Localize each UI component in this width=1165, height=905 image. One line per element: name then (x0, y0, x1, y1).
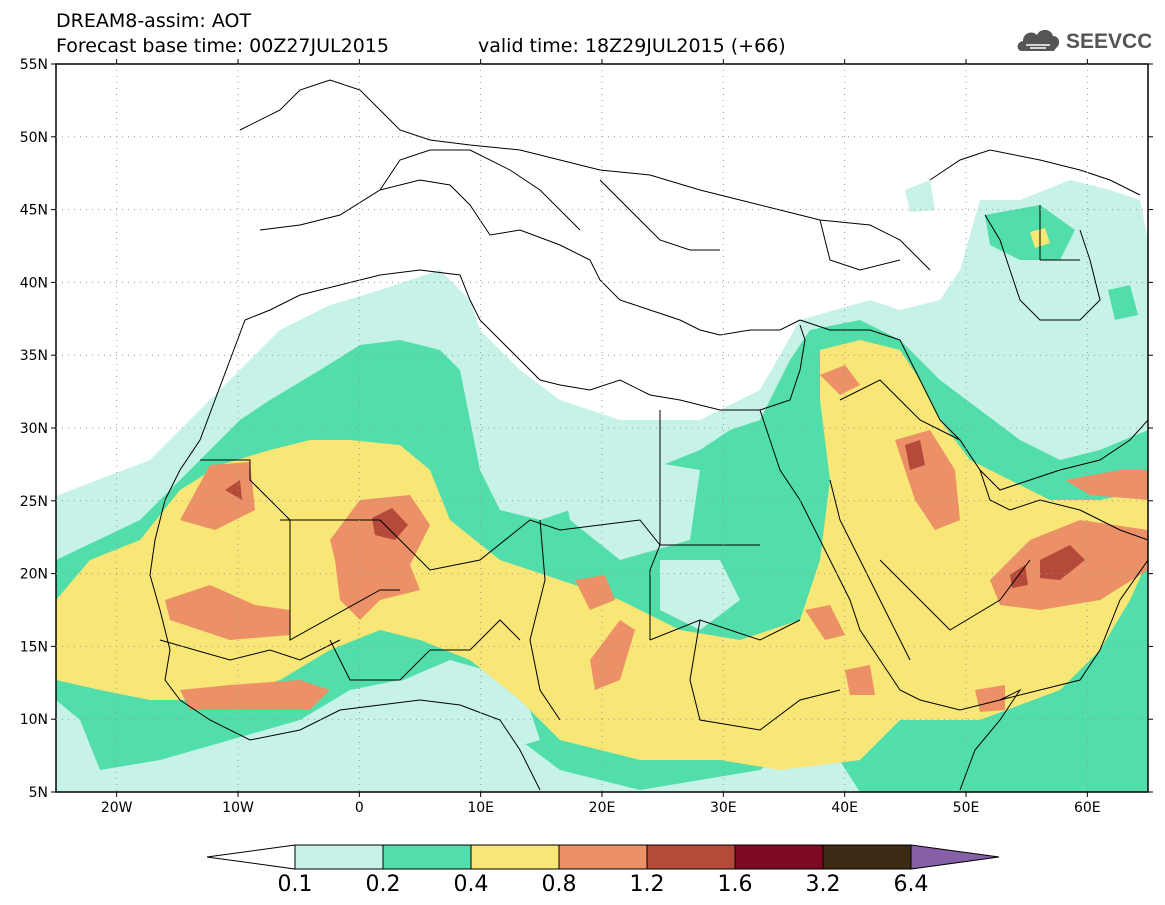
lat-label: 35N (20, 348, 48, 364)
colorbar-segment (470, 844, 560, 870)
aot-band-0.8 (820, 365, 860, 395)
colorbar-segment (646, 844, 736, 870)
lon-label: 20E (589, 800, 616, 816)
aot-band-0.8 (975, 685, 1005, 712)
colorbar-label: 0.1 (278, 872, 313, 897)
colorbar-label: 1.2 (630, 872, 665, 897)
aot-band-0.8 (180, 680, 330, 710)
lon-label: 10E (467, 800, 494, 816)
axis-ticks: 55N 50N 45N 40N 35N 30N 25N 20N 15N 10N 5N 20W 10W 0 1… (20, 57, 1153, 816)
aot-band-0.8 (575, 575, 615, 610)
logo-text: SEEVCCC (1066, 30, 1151, 53)
aot-patch-light (660, 560, 740, 630)
lat-label: 45N (20, 203, 48, 219)
lon-label: 40E (831, 800, 858, 816)
lon-label: 60E (1074, 800, 1101, 816)
lon-label: 30E (710, 800, 737, 816)
aot-band-1.2 (905, 440, 925, 470)
valid-time: valid time: 18Z29JUL2015 (+66) (478, 35, 786, 57)
colorbar-overflow (910, 844, 1000, 870)
aot-band-0.8 (805, 605, 845, 640)
aot-band-0.8 (845, 665, 875, 695)
graticule (56, 64, 1148, 792)
lat-label: 50N (20, 130, 48, 146)
lat-label: 10N (20, 712, 48, 728)
aot-patch-light (380, 660, 540, 760)
colorbar-label: 1.6 (718, 872, 753, 897)
colorbar-segment (734, 844, 824, 870)
aot-field (56, 180, 1148, 792)
lon-label: 50E (953, 800, 980, 816)
aot-band-1.2 (372, 508, 408, 540)
lon-label: 10W (222, 800, 254, 816)
aot-band-0.2 (1108, 285, 1138, 320)
aot-band-0.8 (165, 585, 290, 640)
lon-label: 0 (355, 800, 364, 816)
coastlines (149, 79, 1148, 791)
lat-label: 30N (20, 421, 48, 437)
aot-band-0.2 (985, 205, 1075, 260)
cloud-icon (1017, 29, 1060, 51)
lat-label: 5N (29, 785, 48, 801)
colorbar-segment (294, 844, 384, 870)
colorbar-label: 0.8 (542, 872, 577, 897)
aot-band-0.1 (905, 180, 935, 212)
aot-band-0.8 (180, 462, 255, 530)
colorbar-underflow (206, 844, 296, 870)
colorbar-label: 0.4 (454, 872, 489, 897)
chart-title: DREAM8-assim: AOT (56, 10, 252, 32)
aot-band-0.4 (56, 340, 1148, 770)
colorbar-label: 0.2 (366, 872, 401, 897)
forecast-base-time: Forecast base time: 00Z27JUL2015 (56, 35, 389, 57)
lat-label: 55N (20, 57, 48, 73)
lat-label: 20N (20, 567, 48, 583)
lat-label: 25N (20, 494, 48, 510)
aot-band-0.8 (590, 620, 635, 690)
colorbar-label: 6.4 (894, 872, 929, 897)
colorbar-segment (558, 844, 648, 870)
colorbar-segment (382, 844, 472, 870)
lat-label: 15N (20, 639, 48, 655)
colorbar-segment (822, 844, 912, 870)
seevccc-logo: SEEVCCC (1017, 29, 1151, 53)
lat-label: 40N (20, 275, 48, 291)
lon-label: 20W (101, 800, 133, 816)
colorbar-label: 3.2 (806, 872, 841, 897)
aot-patch-light (560, 460, 700, 560)
aot-band-1.2 (1010, 565, 1028, 588)
aot-band-0.8 (1065, 470, 1148, 500)
aot-band-1.2 (1040, 545, 1085, 580)
